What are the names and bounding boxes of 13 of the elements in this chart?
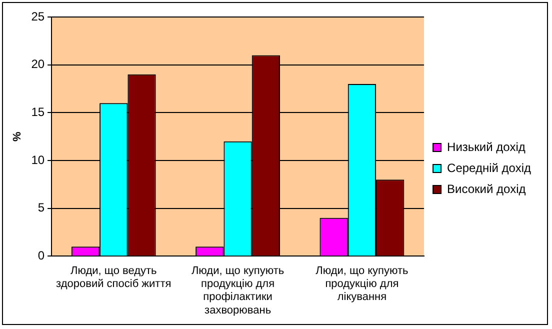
y-tick-label: 20 xyxy=(31,57,45,72)
y-tick-label: 10 xyxy=(31,152,45,167)
y-axis-title: % xyxy=(12,131,24,142)
y-tick-label: 5 xyxy=(38,200,45,215)
y-tick-label: 15 xyxy=(31,104,45,119)
legend-label: Високий дохід xyxy=(447,182,526,196)
x-tick-label: Люди, що купують продукцію для лікування xyxy=(316,264,409,304)
legend-label: Низький дохід xyxy=(447,140,526,154)
x-tick-label: Люди, що купують продукцію для профілактики захворювань xyxy=(191,264,284,316)
legend-label: Середній дохід xyxy=(447,160,532,175)
x-tick-label: Люди, що ведуть здоровий спосіб життя xyxy=(56,264,172,290)
y-tick-label: 0 xyxy=(38,248,45,263)
y-tick-label: 25 xyxy=(31,9,45,24)
